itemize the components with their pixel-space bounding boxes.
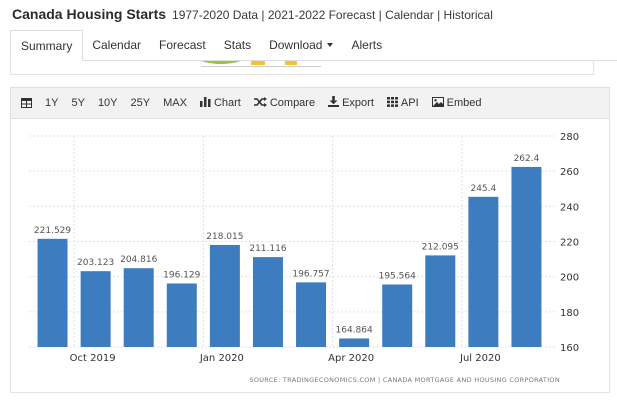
bar bbox=[252, 257, 283, 347]
bar bbox=[296, 282, 327, 347]
data-label: 204.816 bbox=[120, 255, 157, 265]
image-icon bbox=[431, 96, 444, 110]
nav-tabs: Summary Calendar Forecast Stats Download… bbox=[10, 30, 617, 61]
chart-container: 160 180 200 220 240 260 280 221.529 203.123 204.8… bbox=[10, 119, 610, 393]
range-max-button[interactable]: MAX bbox=[163, 97, 187, 109]
bar bbox=[209, 244, 240, 347]
shuffle-icon bbox=[253, 96, 267, 110]
data-label: 196.757 bbox=[292, 269, 329, 279]
data-label: 218.015 bbox=[206, 232, 243, 242]
chevron-down-icon bbox=[327, 43, 334, 47]
banner-art bbox=[201, 61, 321, 67]
data-label: 211.116 bbox=[249, 244, 286, 254]
bar bbox=[166, 283, 197, 347]
download-icon bbox=[328, 96, 340, 110]
bar bbox=[382, 284, 413, 347]
tab-alerts[interactable]: Alerts bbox=[342, 30, 391, 60]
tab-calendar[interactable]: Calendar bbox=[83, 30, 150, 60]
y-tick-label: 200 bbox=[560, 273, 579, 284]
x-tick-label: Oct 2019 bbox=[70, 353, 116, 364]
tab-stats-label: Stats bbox=[223, 38, 252, 52]
y-tick-label: 180 bbox=[560, 308, 579, 319]
tab-download-label: Download bbox=[269, 38, 323, 52]
x-tick-label: Jul 2020 bbox=[459, 353, 501, 364]
y-tick-label: 240 bbox=[560, 202, 579, 213]
bar bbox=[339, 338, 370, 347]
chart-source: SOURCE: TRADINGECONOMICS.COM | CANADA MO… bbox=[249, 376, 560, 384]
data-label: 212.095 bbox=[422, 242, 459, 252]
table-view-icon[interactable] bbox=[21, 98, 32, 108]
data-label: 195.564 bbox=[379, 271, 416, 281]
data-label: 262.4 bbox=[514, 154, 540, 164]
y-tick-label: 260 bbox=[560, 167, 579, 178]
api-button[interactable]: API bbox=[386, 96, 419, 110]
bar bbox=[468, 196, 499, 347]
y-tick-label: 160 bbox=[560, 343, 579, 354]
range-5y-button[interactable]: 5Y bbox=[71, 97, 85, 109]
tab-summary-label: Summary bbox=[21, 38, 73, 53]
y-tick-label: 280 bbox=[560, 132, 579, 143]
range-1y-button[interactable]: 1Y bbox=[45, 97, 59, 109]
x-tick-label: Apr 2020 bbox=[328, 353, 374, 364]
embed-button-label: Embed bbox=[446, 97, 482, 109]
bar bbox=[425, 255, 456, 347]
compare-button-label: Compare bbox=[269, 97, 316, 109]
data-label: 196.129 bbox=[163, 270, 200, 280]
bar-chart-icon bbox=[199, 96, 211, 110]
bar bbox=[511, 166, 542, 347]
chart-button[interactable]: Chart bbox=[199, 96, 241, 110]
tab-download[interactable]: Download bbox=[260, 30, 342, 60]
bar bbox=[80, 271, 111, 347]
banner-strip bbox=[10, 61, 594, 75]
api-button-label: API bbox=[400, 97, 419, 109]
export-button-label: Export bbox=[342, 97, 374, 109]
page-subtitle[interactable]: 1977-2020 Data | 2021-2022 Forecast | Ca… bbox=[172, 8, 493, 22]
tab-forecast[interactable]: Forecast bbox=[150, 30, 215, 60]
data-label: 221.529 bbox=[34, 226, 71, 236]
export-button[interactable]: Export bbox=[328, 96, 374, 110]
tab-calendar-label: Calendar bbox=[92, 38, 142, 52]
data-label: 203.123 bbox=[77, 258, 114, 268]
data-label: 164.864 bbox=[336, 325, 373, 335]
tab-stats[interactable]: Stats bbox=[215, 30, 260, 60]
range-10y-button[interactable]: 10Y bbox=[97, 97, 118, 109]
tab-forecast-label: Forecast bbox=[159, 38, 206, 52]
page-title: Canada Housing Starts bbox=[12, 6, 167, 22]
tab-summary[interactable]: Summary bbox=[10, 30, 84, 61]
grid-icon bbox=[386, 96, 398, 110]
x-tick-label: Jan 2020 bbox=[199, 353, 244, 364]
chart-button-label: Chart bbox=[213, 97, 241, 109]
y-tick-label: 220 bbox=[560, 238, 579, 249]
tab-alerts-label: Alerts bbox=[351, 38, 383, 52]
bar bbox=[123, 268, 154, 347]
range-25y-button[interactable]: 25Y bbox=[130, 97, 151, 109]
compare-button[interactable]: Compare bbox=[253, 96, 316, 110]
data-label: 245.4 bbox=[470, 184, 496, 194]
bar-chart: 160 180 200 220 240 260 280 221.529 203.123 204.8… bbox=[29, 132, 579, 384]
bar bbox=[37, 238, 68, 347]
embed-button[interactable]: Embed bbox=[431, 96, 482, 110]
chart-toolbar: 1Y 5Y 10Y 25Y MAX Chart Compare Export A… bbox=[10, 87, 610, 119]
page-header: Canada Housing Starts 1977-2020 Data | 2… bbox=[0, 0, 617, 30]
